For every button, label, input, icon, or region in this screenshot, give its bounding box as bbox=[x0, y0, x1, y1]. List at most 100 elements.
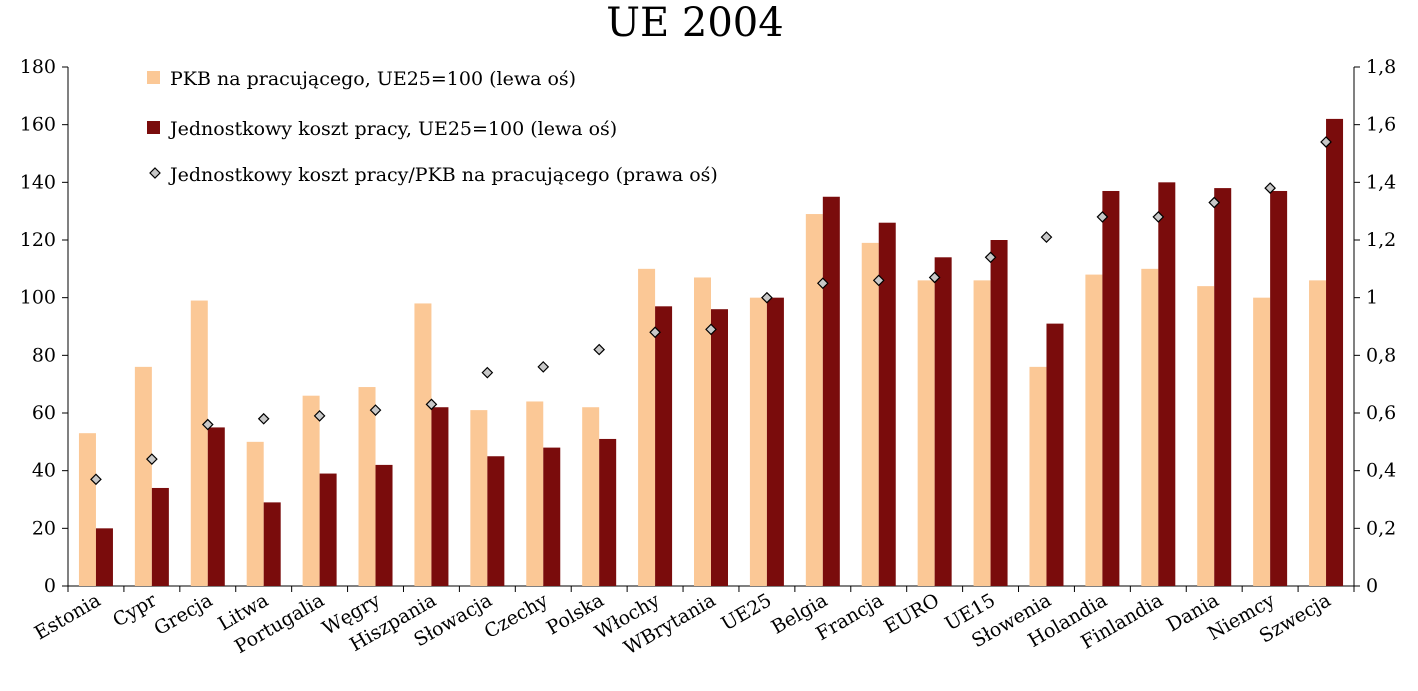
bar-koszt bbox=[151, 487, 169, 586]
ratio-marker bbox=[481, 366, 494, 379]
bar-koszt bbox=[878, 222, 896, 586]
bar-pkb bbox=[861, 242, 879, 586]
bar-pkb bbox=[1253, 297, 1271, 586]
bar-koszt bbox=[655, 306, 673, 586]
plot-area: 0 20 40 60 80 100 120 140 160 180 0 0,2 0,4 0,6 0,8 1 1,… bbox=[20, 56, 1396, 659]
ratio-marker bbox=[90, 473, 102, 486]
left-tick-label: 60 bbox=[32, 402, 56, 424]
bar-koszt bbox=[711, 309, 728, 586]
bar-pkb bbox=[1197, 286, 1215, 586]
bar-pkb bbox=[1029, 366, 1047, 586]
ratio-marker bbox=[761, 291, 773, 304]
bar-koszt bbox=[990, 240, 1008, 586]
bar-koszt bbox=[599, 438, 617, 586]
left-tick-label: 180 bbox=[20, 56, 56, 78]
left-tick-label: 20 bbox=[32, 517, 56, 539]
bar-pkb bbox=[917, 280, 935, 586]
right-tick-label: 0,6 bbox=[1366, 402, 1396, 424]
chart-title: UE 2004 bbox=[606, 0, 783, 46]
legend-swatch-koszt bbox=[147, 121, 160, 134]
category-label: Estonia bbox=[31, 589, 105, 644]
legend-label-koszt: Jednostkowy koszt pracy, UE25=100 (lewa … bbox=[168, 118, 617, 140]
right-tick-label: 0,4 bbox=[1366, 460, 1396, 482]
bar-pkb bbox=[302, 395, 320, 586]
legend-label-pkb: PKB na pracującego, UE25=100 (lewa oś) bbox=[170, 68, 576, 90]
ratio-marker bbox=[649, 326, 661, 339]
right-tick-label: 1,8 bbox=[1366, 56, 1396, 78]
ratio-marker bbox=[1040, 231, 1053, 243]
bar-pkb bbox=[526, 401, 544, 586]
right-tick-label: 0,2 bbox=[1366, 517, 1396, 539]
bar-koszt bbox=[1326, 118, 1344, 587]
ratio-marker bbox=[984, 251, 997, 264]
legend-swatch-pkb bbox=[147, 71, 160, 84]
bar-koszt bbox=[431, 407, 449, 586]
left-tick-label: 160 bbox=[20, 114, 56, 136]
bar-koszt bbox=[1046, 323, 1064, 586]
bar-koszt bbox=[543, 447, 561, 586]
category-label: Grecja bbox=[150, 589, 216, 640]
left-tick-label: 100 bbox=[20, 287, 56, 309]
right-tick-label: 1,6 bbox=[1366, 114, 1396, 136]
ratio-marker bbox=[1208, 196, 1221, 209]
bar-pkb bbox=[1309, 280, 1327, 586]
bar-koszt bbox=[95, 528, 113, 586]
bar-pkb bbox=[749, 297, 767, 586]
ratio-marker bbox=[1320, 136, 1332, 148]
ratio-marker bbox=[705, 323, 717, 336]
bar-pkb bbox=[973, 280, 991, 586]
bar-koszt bbox=[1158, 182, 1176, 587]
bar-koszt bbox=[1214, 188, 1232, 586]
bar-pkb bbox=[638, 268, 656, 586]
legend: PKB na pracującego, UE25=100 (lewa oś) J… bbox=[147, 68, 718, 186]
ratio-marker bbox=[201, 418, 214, 431]
left-tick-label: 140 bbox=[20, 171, 56, 193]
ratio-marker bbox=[1096, 211, 1109, 223]
left-tick-label: 120 bbox=[20, 229, 56, 251]
ratio-marker bbox=[425, 398, 438, 411]
bar-pkb bbox=[694, 277, 711, 586]
ratio-marker bbox=[537, 361, 550, 373]
ratio-marker bbox=[1264, 182, 1276, 194]
bar-pkb bbox=[582, 407, 600, 586]
bar-pkb bbox=[414, 303, 432, 586]
ratio-marker bbox=[146, 453, 158, 465]
ratio-marker bbox=[1152, 211, 1165, 223]
bar-koszt bbox=[319, 473, 337, 586]
bar-koszt bbox=[1102, 190, 1120, 586]
category-label: Czechy bbox=[481, 589, 552, 643]
left-tick-label: 80 bbox=[32, 344, 56, 366]
bar-pkb bbox=[134, 366, 152, 586]
bar-koszt bbox=[934, 257, 952, 586]
left-tick-label: 0 bbox=[44, 575, 56, 597]
ratio-marker bbox=[928, 271, 941, 284]
bar-koszt bbox=[207, 427, 225, 586]
category-label: UE25 bbox=[718, 589, 776, 635]
bar-koszt bbox=[375, 464, 393, 586]
ratio-marker bbox=[816, 277, 829, 290]
right-tick-label: 1 bbox=[1366, 287, 1378, 309]
bar-pkb bbox=[190, 300, 208, 586]
bar-pkb bbox=[246, 441, 264, 586]
ratio-marker bbox=[257, 412, 270, 425]
bar-pkb bbox=[1141, 268, 1159, 586]
bar-koszt bbox=[766, 297, 784, 586]
ratio-marker bbox=[369, 404, 382, 416]
category-label: EURO bbox=[880, 589, 943, 638]
bar-koszt bbox=[487, 456, 505, 586]
ratio-marker bbox=[593, 343, 606, 356]
right-tick-label: 0,8 bbox=[1366, 344, 1396, 366]
bar-pkb bbox=[470, 410, 488, 586]
right-tick-label: 0 bbox=[1366, 575, 1378, 597]
bar-koszt bbox=[263, 502, 281, 586]
legend-label-ratio: Jednostkowy koszt pracy/PKB na pracujące… bbox=[168, 164, 718, 186]
bar-koszt bbox=[1270, 190, 1288, 586]
right-tick-label: 1,2 bbox=[1366, 229, 1396, 251]
ratio-marker bbox=[313, 410, 326, 422]
bar-pkb bbox=[78, 433, 96, 586]
bar-pkb bbox=[805, 214, 823, 587]
ratio-marker bbox=[872, 274, 885, 287]
legend-marker-ratio bbox=[149, 167, 161, 179]
right-tick-label: 1,4 bbox=[1366, 171, 1396, 193]
